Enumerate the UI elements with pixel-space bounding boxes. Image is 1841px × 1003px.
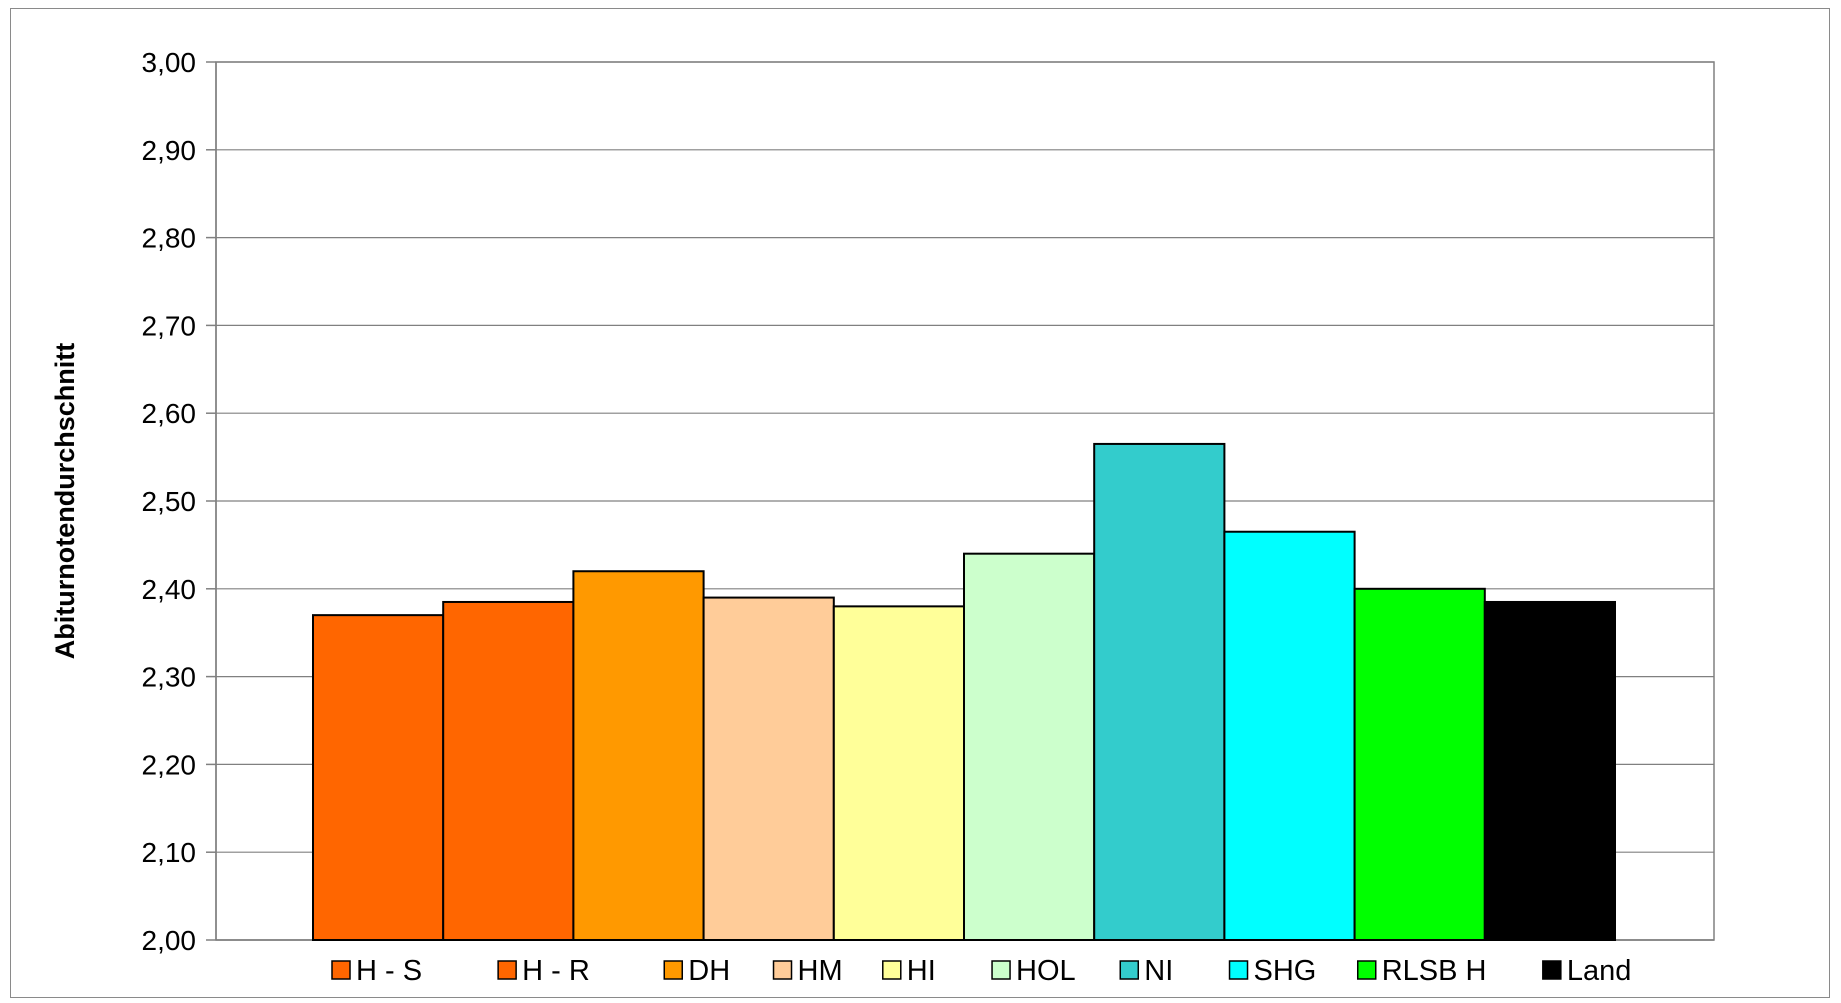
legend-label-hol: HOL [1016,955,1076,987]
y-tick-label: 2,30 [142,662,197,693]
legend-swatch-h-s [331,960,351,980]
y-tick-label: 2,50 [142,486,197,517]
y-tick-label: 2,00 [142,925,197,956]
legend-swatch-rlsb-h [1356,960,1377,980]
legend-swatch-shg [1228,960,1249,980]
y-axis-title: Abiturnotendurchschnitt [50,343,80,659]
y-tick-label: 2,20 [142,749,197,780]
legend-label-hm: HM [798,955,843,987]
y-axis-title-group: Abiturnotendurchschnitt [50,343,80,659]
legend-label-ni: NI [1144,955,1173,987]
legend-label-hi: HI [907,955,936,987]
bar-hm [702,596,835,942]
y-tick-label: 2,40 [142,574,197,605]
legend-swatch-ni [1119,960,1140,980]
bar-shg [1223,530,1356,941]
bar-ni [1093,442,1226,941]
legend-label-rlsb-h: RLSB H [1382,955,1487,987]
bar-rlsb-h [1353,587,1486,941]
y-tick-label: 2,60 [142,398,197,429]
legend-label-h-s: H - S [356,955,422,987]
legend-swatch-hm [772,960,793,980]
y-tick-label: 2,90 [142,135,197,166]
legend-swatch-hi [882,960,902,980]
y-tick-label: 3,00 [142,47,197,78]
bar-dh [572,570,705,941]
legend-label-dh: DH [688,955,730,987]
bars [312,442,1617,942]
y-tick-label: 2,10 [142,837,197,868]
legend: H - S H - R DH HM HI HOL NI SHG RLSB H Land [331,955,1632,987]
legend-swatch-hol [991,960,1011,980]
legend-swatch-dh [663,960,684,980]
bar-hol [963,552,1096,941]
y-tick-label: 2,70 [142,310,197,341]
y-tick-label: 2,80 [142,223,197,254]
legend-label-h-r: H - R [522,955,590,987]
legend-swatch-land [1542,960,1562,980]
legend-label-land: Land [1567,955,1632,987]
y-axis-ticks: 2,00 2,10 2,20 2,30 2,40 2,50 2,60 2,70 2,80 2,90… [142,47,216,956]
legend-swatch-h-r [497,960,517,980]
bar-h-s [312,614,445,941]
legend-label-shg: SHG [1254,955,1317,987]
bar-land [1483,600,1617,941]
bar-h-r [442,600,575,941]
bar-hi [832,605,965,941]
